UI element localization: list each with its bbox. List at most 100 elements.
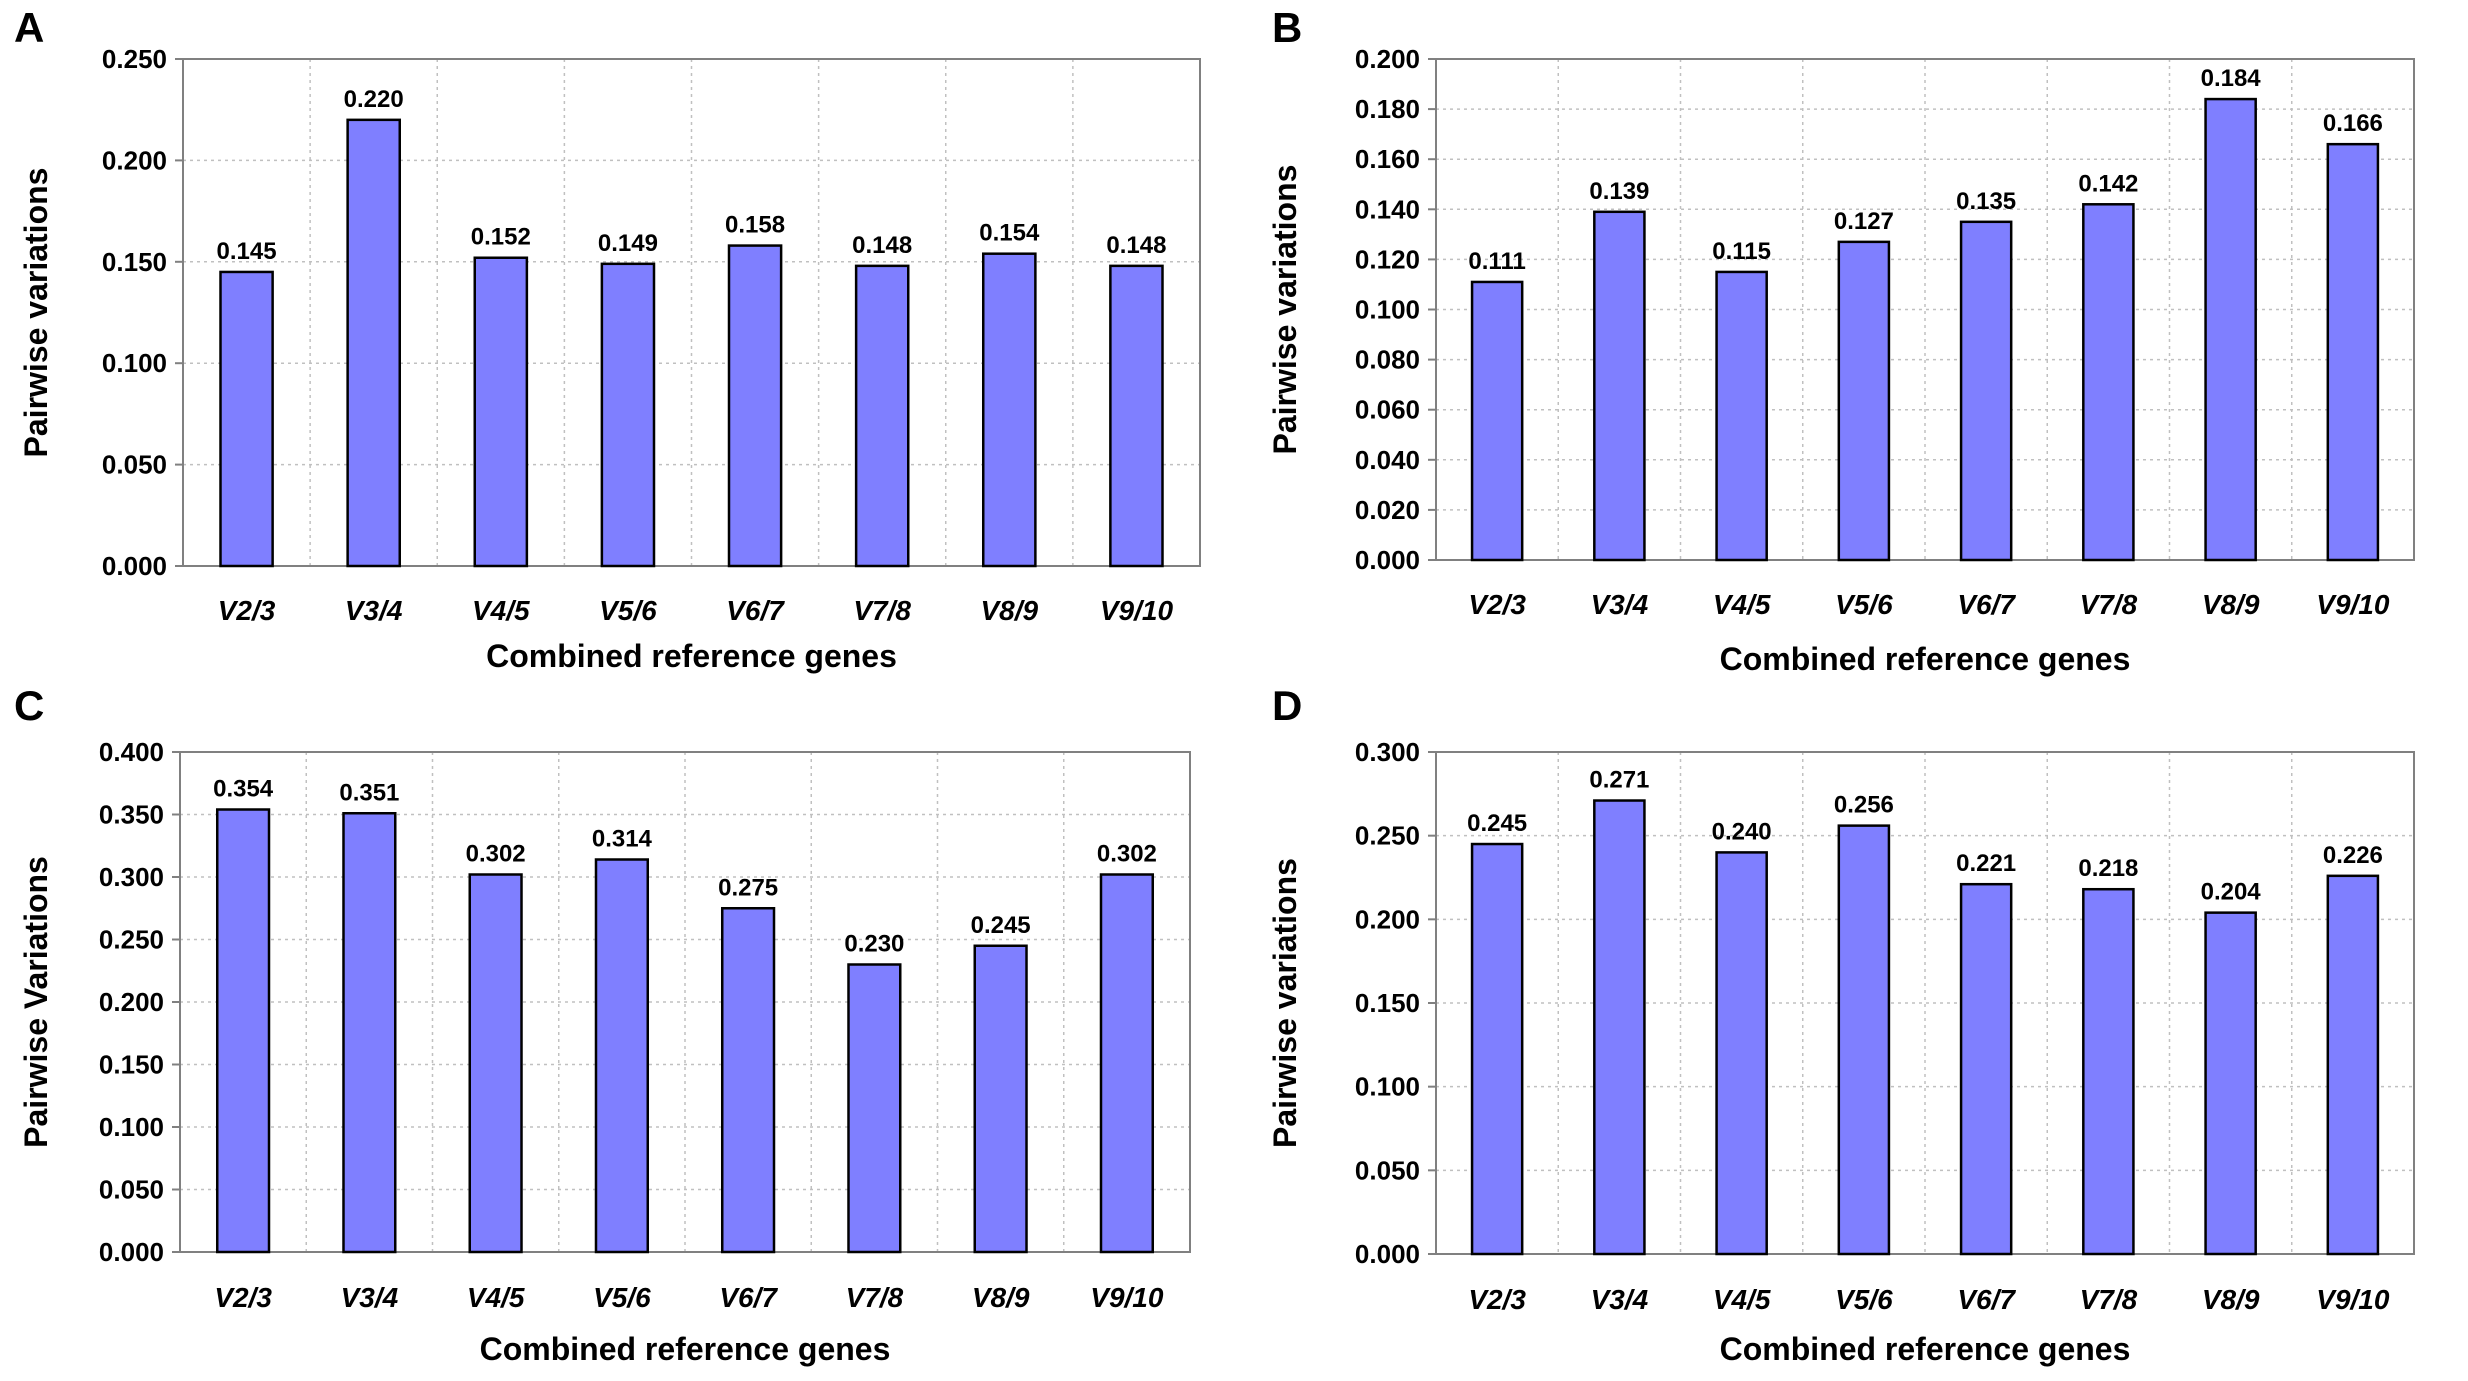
y-tick-label: 0.000	[102, 551, 167, 581]
y-tick-label: 0.250	[1355, 821, 1420, 851]
x-category-label: V8/9	[2202, 1284, 2260, 1315]
bar-v2-3	[1470, 842, 1524, 1256]
y-tick-label: 0.060	[1355, 395, 1420, 425]
x-category-label: V3/4	[341, 1282, 399, 1313]
bar-v7-8	[2082, 203, 2135, 562]
x-category-label: V7/8	[846, 1282, 904, 1313]
x-category-label: V8/9	[972, 1282, 1030, 1313]
bar-value-label: 0.302	[466, 841, 526, 868]
y-tick-label: 0.400	[99, 737, 164, 767]
x-category-label: V9/10	[2316, 589, 2390, 620]
bar-value-label: 0.240	[1712, 818, 1772, 845]
bar-v3-4	[342, 812, 397, 1254]
x-category-label: V5/6	[593, 1282, 651, 1313]
x-category-label: V5/6	[599, 595, 657, 626]
x-axis-title: Combined reference genes	[1720, 641, 2131, 677]
bar-v2-3	[1470, 280, 1524, 562]
bar-value-label: 0.142	[2078, 170, 2138, 197]
bar-v6-7	[727, 244, 783, 568]
y-tick-label: 0.250	[99, 925, 164, 955]
y-tick-label: 0.250	[102, 44, 167, 74]
bar-value-label: 0.221	[1956, 850, 2016, 877]
bar-value-label: 0.226	[2323, 842, 2383, 869]
bar-value-label: 0.139	[1589, 178, 1649, 205]
bar-value-label: 0.220	[344, 86, 404, 113]
y-tick-label: 0.100	[1355, 1072, 1420, 1102]
y-axis-title: Pairwise Variations	[18, 856, 54, 1148]
x-category-label: V4/5	[467, 1282, 525, 1313]
bar-value-label: 0.245	[1467, 810, 1527, 837]
x-category-label: V6/7	[1957, 589, 2016, 620]
bar-v7-8	[2082, 887, 2135, 1256]
x-category-label: V9/10	[2316, 1284, 2390, 1315]
x-category-label: V4/5	[1713, 1284, 1771, 1315]
y-tick-label: 0.100	[1355, 295, 1420, 325]
x-axis-title: Combined reference genes	[480, 1331, 891, 1367]
chart-panel-a: A 0.000 0.050 0.100 0.150 0.200 0.250 0.145 V2/3…	[14, 4, 1201, 674]
bar-v6-7	[1959, 882, 2013, 1256]
y-tick-label: 0.050	[99, 1175, 164, 1205]
bar-v4-5	[468, 873, 523, 1254]
x-category-label: V5/6	[1835, 589, 1893, 620]
y-tick-label: 0.140	[1355, 194, 1420, 224]
bar-value-label: 0.115	[1712, 238, 1771, 265]
bar-v2-3	[215, 808, 271, 1254]
x-category-label: V7/8	[2080, 1284, 2138, 1315]
y-tick-label: 0.300	[1355, 737, 1420, 767]
bar-value-label: 0.302	[1097, 841, 1157, 868]
bar-v5-6	[600, 262, 656, 568]
bar-value-label: 0.148	[852, 232, 912, 259]
bar-value-label: 0.271	[1589, 767, 1649, 794]
plot-frame	[179, 751, 1191, 1253]
bar-value-label: 0.135	[1956, 188, 2016, 215]
panel-letter: A	[14, 4, 44, 51]
y-tick-label: 0.150	[102, 247, 167, 277]
bar-v9-10	[2326, 142, 2380, 562]
bar-value-label: 0.351	[339, 779, 399, 806]
bar-value-label: 0.275	[718, 874, 778, 901]
y-tick-label: 0.200	[99, 987, 164, 1017]
bar-v9-10	[2326, 874, 2380, 1256]
y-axis-title: Pairwise variations	[1267, 858, 1303, 1148]
plot-frame	[1435, 751, 2415, 1255]
bar-value-label: 0.149	[598, 230, 658, 257]
x-category-label: V7/8	[2080, 589, 2138, 620]
bar-v6-7	[1959, 220, 2013, 562]
x-axis-title: Combined reference genes	[1720, 1331, 2131, 1367]
bar-value-label: 0.152	[471, 224, 531, 251]
x-category-label: V6/7	[719, 1282, 778, 1313]
x-category-label: V2/3	[1468, 1284, 1526, 1315]
bar-value-label: 0.148	[1106, 232, 1166, 259]
bar-v4-5	[1715, 270, 1768, 562]
x-category-label: V5/6	[1835, 1284, 1893, 1315]
x-category-label: V3/4	[345, 595, 403, 626]
bar-v3-4	[1593, 210, 1646, 562]
y-tick-label: 0.080	[1355, 345, 1420, 375]
bar-value-label: 0.256	[1834, 792, 1894, 819]
x-category-label: V8/9	[981, 595, 1039, 626]
plot-frame	[182, 58, 1201, 567]
bar-value-label: 0.166	[2323, 110, 2383, 137]
bar-value-label: 0.230	[844, 931, 904, 958]
bar-v8-9	[973, 944, 1028, 1254]
bar-value-label: 0.354	[213, 776, 274, 803]
x-category-label: V9/10	[1090, 1282, 1164, 1313]
x-category-label: V4/5	[472, 595, 530, 626]
bar-v7-8	[847, 963, 902, 1254]
y-tick-label: 0.040	[1355, 445, 1420, 475]
y-tick-label: 0.200	[1355, 44, 1420, 74]
bar-value-label: 0.111	[1468, 248, 1525, 275]
y-axis-title: Pairwise variations	[18, 168, 54, 458]
chart-panel-b: B 0.000 0.020 0.040 0.060 0.080 0.100 0.120 0.14…	[1267, 4, 2415, 677]
chart-panel-d: D 0.000 0.050 0.100 0.150 0.200 0.250 0.300 0.24…	[1267, 682, 2415, 1367]
panel-letter: B	[1272, 4, 1302, 51]
x-axis-title: Combined reference genes	[486, 638, 897, 674]
bar-v4-5	[1715, 851, 1768, 1256]
x-category-label: V7/8	[853, 595, 911, 626]
bar-v3-4	[1593, 799, 1646, 1256]
x-category-label: V2/3	[214, 1282, 272, 1313]
y-tick-label: 0.300	[99, 862, 164, 892]
y-tick-label: 0.100	[102, 348, 167, 378]
bar-v8-9	[982, 252, 1037, 568]
